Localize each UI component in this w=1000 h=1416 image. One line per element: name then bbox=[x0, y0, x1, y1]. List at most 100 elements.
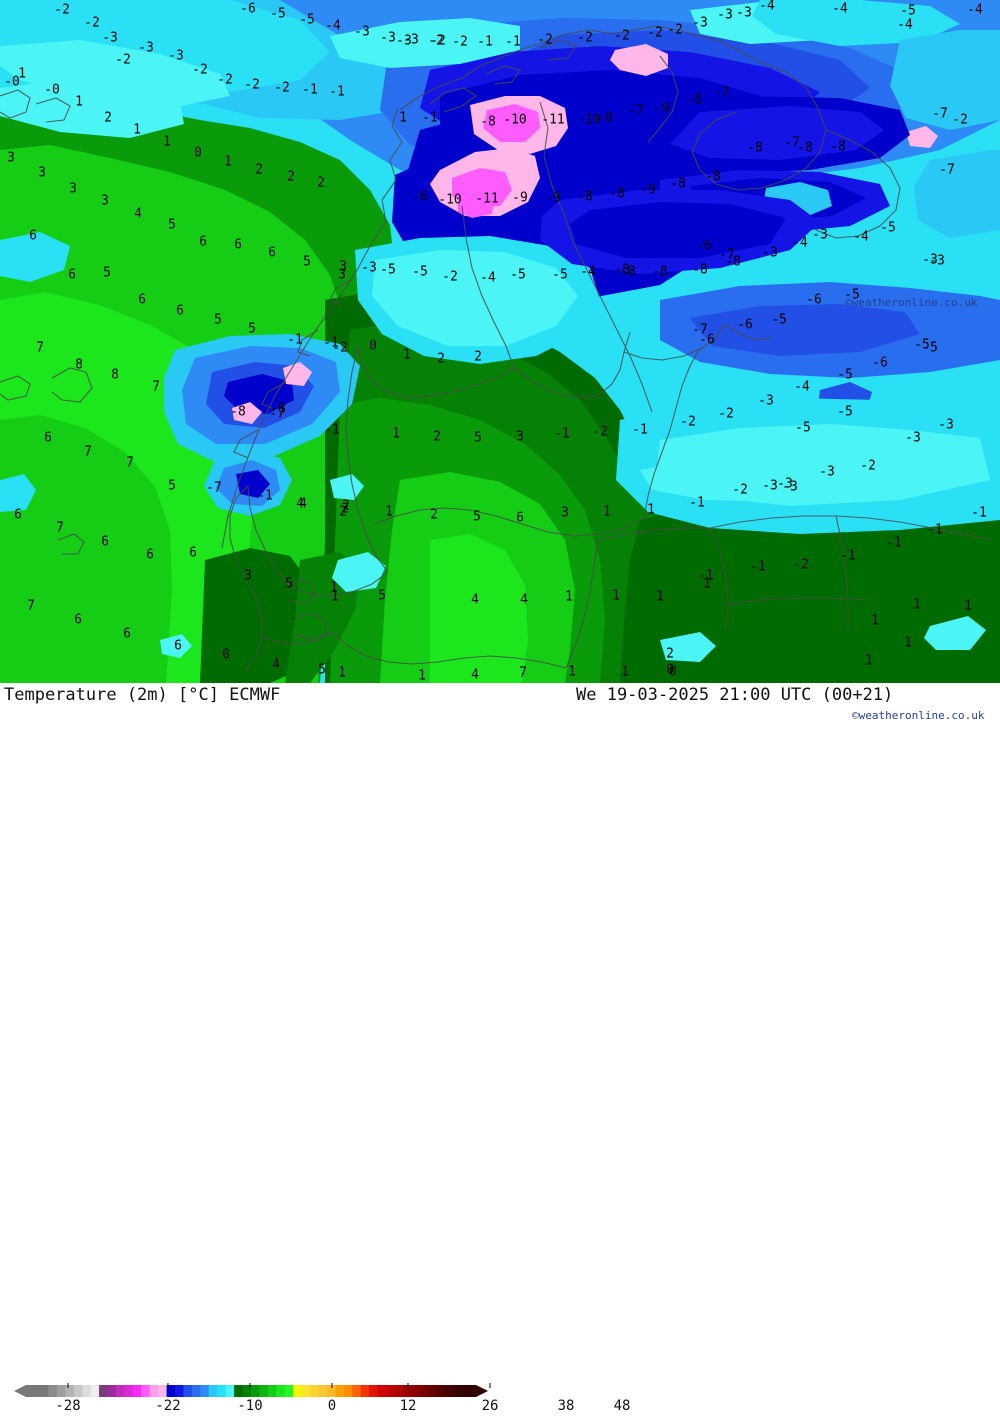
temperature-value-label: -6 bbox=[412, 189, 428, 205]
temperature-value-label: 0 bbox=[369, 338, 377, 354]
colorbar-swatch bbox=[436, 1385, 446, 1397]
temperature-value-label: -6 bbox=[806, 292, 822, 308]
temperature-value-label: -1 bbox=[698, 568, 714, 584]
temperature-value-label: -2 bbox=[428, 33, 444, 49]
colorbar-swatch bbox=[40, 1385, 49, 1397]
colorbar-tick-label: 26 bbox=[481, 1398, 499, 1414]
temperature-value-label: 1 bbox=[392, 426, 400, 442]
colorbar-swatch bbox=[428, 1385, 438, 1397]
colorbar[interactable]: -28 -22 -10 0 12 26 38 48 bbox=[0, 1383, 630, 1416]
temperature-value-label: 1 bbox=[865, 653, 873, 669]
temperature-value-label: -11 bbox=[541, 112, 565, 128]
colorbar-swatch bbox=[99, 1385, 108, 1397]
temperature-value-label: -7 bbox=[714, 85, 730, 101]
temperature-map[interactable]: -2 -6 -5 -5 -4 -3 -3 -3 -2 -2 -1 -1 -2 -2 -2 -2 -2 -3 -3 -3… bbox=[0, 0, 1000, 683]
temperature-value-label: -5 bbox=[270, 6, 286, 22]
temperature-value-label: 5 bbox=[473, 509, 481, 525]
colorbar-swatch bbox=[183, 1385, 193, 1397]
temperature-value-label: -2 bbox=[718, 406, 734, 422]
colorbar-swatch bbox=[394, 1385, 404, 1397]
temperature-value-label: -4 bbox=[897, 17, 913, 33]
colorbar-swatch bbox=[149, 1385, 159, 1397]
temperature-value-label: 3 bbox=[338, 267, 346, 283]
temperature-value-label: 6 bbox=[101, 534, 109, 550]
temperature-value-label: -3 bbox=[819, 464, 835, 480]
temperature-value-label: 1 bbox=[568, 664, 576, 680]
colorbar-gradient bbox=[14, 1383, 491, 1397]
temperature-value-label: 1 bbox=[418, 668, 426, 683]
temperature-value-label: 1 bbox=[163, 134, 171, 150]
colorbar-swatch bbox=[191, 1385, 201, 1397]
temperature-value-label: 5 bbox=[168, 217, 176, 233]
temperature-value-label: -4 bbox=[580, 264, 596, 280]
temperature-value-label: -2 bbox=[667, 22, 683, 38]
temperature-value-label: -1 bbox=[886, 535, 902, 551]
temperature-value-label: -7 bbox=[932, 106, 948, 122]
temperature-value-label: -4 bbox=[967, 2, 983, 18]
temperature-value-label: -8 bbox=[480, 114, 496, 130]
temperature-value-label: -5 bbox=[837, 367, 853, 383]
temperature-value-label: -7 bbox=[269, 406, 285, 422]
temperature-value-label: -8 bbox=[686, 92, 702, 108]
temperature-value-label: -3 bbox=[929, 253, 945, 269]
temperature-value-label: 1 bbox=[612, 588, 620, 604]
temperature-value-label: 5 bbox=[378, 588, 386, 604]
temperature-value-label: -1 bbox=[632, 422, 648, 438]
temperature-value-label: -3 bbox=[782, 479, 798, 495]
temperature-value-label: -3 bbox=[762, 478, 778, 494]
temperature-value-label: -2 bbox=[793, 557, 809, 573]
colorbar-swatch bbox=[90, 1385, 100, 1397]
temperature-field-svg bbox=[0, 0, 1000, 683]
temperature-value-label: -7 bbox=[206, 480, 222, 496]
colorbar-swatch bbox=[453, 1385, 463, 1397]
temperature-value-label: 3 bbox=[7, 150, 15, 166]
colorbar-swatch bbox=[158, 1385, 167, 1397]
temperature-value-label: -2 bbox=[732, 482, 748, 498]
colorbar-tick-label: 48 bbox=[613, 1398, 631, 1414]
temperature-value-label: -8 bbox=[830, 139, 846, 155]
temperature-value-label: -2 bbox=[274, 80, 290, 96]
temperature-value-label: 4 bbox=[471, 667, 479, 683]
temperature-value-label: -5 bbox=[552, 267, 568, 283]
temperature-value-label: 1 bbox=[330, 580, 338, 596]
temperature-value-label: -7 bbox=[628, 103, 644, 119]
colorbar-swatch bbox=[234, 1385, 243, 1397]
temperature-value-label: -3 bbox=[692, 15, 708, 31]
temperature-value-label: 1 bbox=[913, 597, 921, 613]
temperature-value-label: -3 bbox=[736, 5, 752, 21]
temperature-value-label: -8 bbox=[230, 404, 246, 420]
map-watermark: ©weatheronline.co.uk bbox=[845, 296, 978, 309]
temperature-value-label: 3 bbox=[69, 181, 77, 197]
colorbar-swatch bbox=[48, 1385, 58, 1397]
temperature-value-label: -5 bbox=[380, 262, 396, 278]
temperature-value-label: -1 bbox=[257, 488, 273, 504]
colorbar-swatch bbox=[208, 1385, 218, 1397]
temperature-value-label: 0 bbox=[666, 662, 674, 678]
temperature-value-label: -1 bbox=[324, 422, 340, 438]
colorbar-swatch bbox=[343, 1385, 353, 1397]
temperature-value-label: -8 bbox=[609, 186, 625, 202]
temperature-value-label: -3 bbox=[168, 48, 184, 64]
temperature-value-label: -3 bbox=[938, 417, 954, 433]
colorbar-swatch bbox=[445, 1385, 454, 1397]
temperature-value-label: -3 bbox=[922, 252, 938, 268]
colorbar-swatch bbox=[124, 1385, 134, 1397]
temperature-value-label: 6 bbox=[68, 267, 76, 283]
temperature-value-label: 6 bbox=[199, 234, 207, 250]
temperature-value-label: -1 bbox=[689, 495, 705, 511]
temperature-value-label: -2 bbox=[84, 15, 100, 31]
temperature-value-label: 5 bbox=[214, 312, 222, 328]
temperature-value-label: 3 bbox=[561, 505, 569, 521]
temperature-value-label: -8 bbox=[725, 254, 741, 270]
temperature-value-label: 0 bbox=[194, 145, 202, 161]
temperature-value-label: -8 bbox=[597, 110, 613, 126]
temperature-value-label: 3 bbox=[516, 429, 524, 445]
temperature-value-label: -6 bbox=[737, 317, 753, 333]
temperature-value-label: 5 bbox=[168, 478, 176, 494]
temperature-value-label: -3 bbox=[762, 245, 778, 261]
temperature-value-label: 1 bbox=[565, 589, 573, 605]
temperature-value-label: -4 bbox=[794, 379, 810, 395]
temperature-value-label: -3 bbox=[905, 430, 921, 446]
copyright-label: ©weatheronline.co.uk bbox=[852, 709, 985, 722]
temperature-value-label: -5 bbox=[412, 264, 428, 280]
